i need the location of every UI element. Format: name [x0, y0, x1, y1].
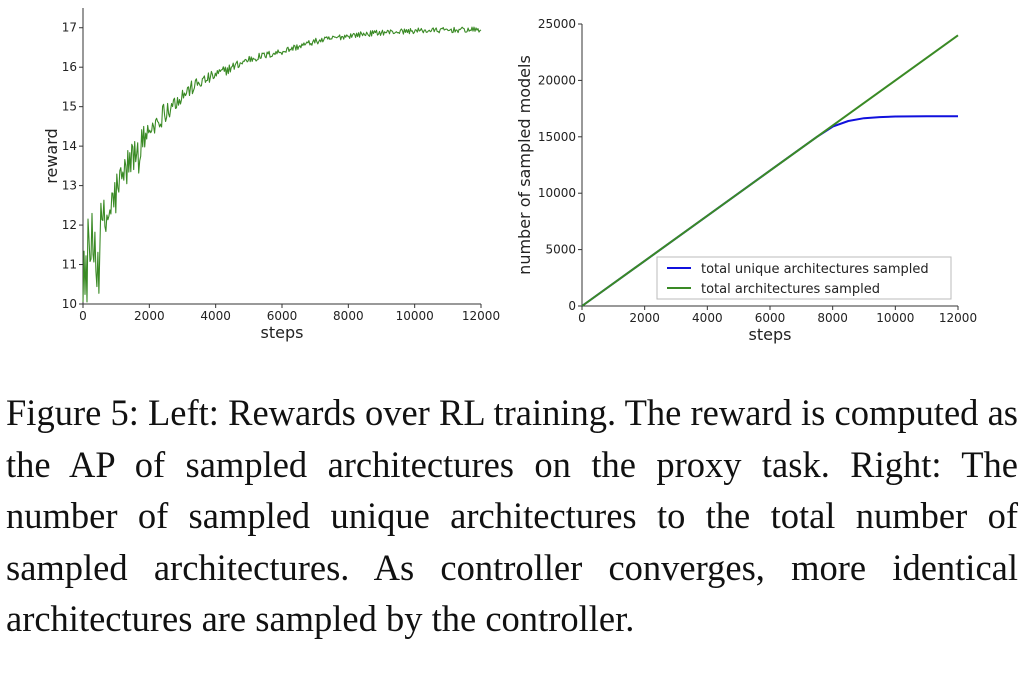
y-tick-label: 10000 [538, 186, 576, 200]
y-tick-label: 17 [62, 21, 77, 35]
y-tick-label: 5000 [545, 243, 576, 257]
y-tick-label: 10 [62, 297, 77, 311]
figure-charts: 0 2000 4000 6000 8000 10000 12000 10 11 12 13 14 15 1… [0, 0, 1022, 360]
y-tick-label: 13 [62, 179, 77, 193]
reward-chart: 0 2000 4000 6000 8000 10000 12000 10 11 12 13 14 15 1… [42, 8, 500, 342]
y-tick-label: 20000 [538, 73, 576, 87]
x-tick-label: 6000 [755, 311, 786, 325]
x-tick-label: 4000 [692, 311, 723, 325]
legend-label-1: total unique architectures sampled [701, 262, 929, 277]
sampled-models-chart: 0 2000 4000 6000 8000 10000 12000 0 5000 10000 150… [515, 17, 977, 344]
x-tick-label: 2000 [134, 309, 165, 323]
y-tick-label: 12 [62, 218, 77, 232]
x-axis-title: steps [261, 323, 304, 342]
x-tick-label: 4000 [200, 309, 231, 323]
y-axis-title: number of sampled models [515, 55, 534, 275]
x-tick-label: 8000 [333, 309, 364, 323]
legend-label-2: total architectures sampled [701, 282, 880, 297]
figure-caption: Figure 5: Left: Rewards over RL training… [6, 387, 1018, 645]
y-tick-label: 25000 [538, 17, 576, 31]
y-tick-label: 15 [62, 100, 77, 114]
y-tick-label: 16 [62, 60, 77, 74]
x-tick-label: 12000 [939, 311, 977, 325]
y-tick-label: 14 [62, 139, 77, 153]
y-tick-label: 11 [62, 258, 77, 272]
x-tick-label: 2000 [629, 311, 660, 325]
x-tick-label: 0 [79, 309, 87, 323]
x-tick-label: 12000 [462, 309, 500, 323]
x-tick-label: 10000 [876, 311, 914, 325]
y-tick-label: 0 [568, 299, 576, 313]
x-tick-label: 10000 [396, 309, 434, 323]
x-tick-label: 0 [578, 311, 586, 325]
x-axis-title: steps [749, 325, 792, 344]
y-tick-label: 15000 [538, 130, 576, 144]
x-tick-label: 6000 [267, 309, 298, 323]
x-tick-label: 8000 [817, 311, 848, 325]
series-line-1 [83, 27, 481, 302]
y-axis-title: reward [42, 128, 61, 183]
